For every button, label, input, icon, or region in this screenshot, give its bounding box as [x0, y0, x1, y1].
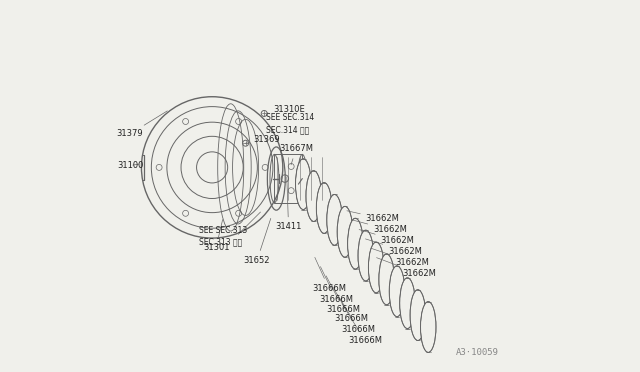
- Text: 31652: 31652: [244, 218, 271, 265]
- Text: 31662M: 31662M: [365, 239, 422, 256]
- Text: 31411: 31411: [275, 177, 301, 231]
- Text: 31301: 31301: [203, 219, 229, 252]
- Text: 31310E: 31310E: [267, 105, 305, 114]
- Ellipse shape: [420, 302, 436, 352]
- Text: 31369: 31369: [246, 135, 280, 144]
- Text: 31666M: 31666M: [342, 304, 382, 345]
- Ellipse shape: [337, 206, 353, 257]
- Text: 31662M: 31662M: [376, 258, 436, 278]
- Text: 31666M: 31666M: [337, 294, 376, 334]
- Ellipse shape: [348, 218, 363, 269]
- Ellipse shape: [330, 196, 339, 244]
- Ellipse shape: [296, 159, 311, 209]
- Text: 31666M: 31666M: [332, 285, 368, 323]
- Ellipse shape: [381, 255, 392, 304]
- Ellipse shape: [400, 278, 415, 328]
- Ellipse shape: [369, 242, 384, 293]
- Text: A3·10059: A3·10059: [456, 348, 499, 357]
- Ellipse shape: [298, 160, 308, 208]
- Ellipse shape: [351, 219, 360, 268]
- Ellipse shape: [410, 290, 426, 340]
- Ellipse shape: [371, 243, 381, 292]
- Text: 31662M: 31662M: [353, 220, 407, 234]
- Ellipse shape: [424, 303, 433, 351]
- Ellipse shape: [327, 195, 342, 245]
- Text: 31379: 31379: [116, 111, 167, 138]
- Text: 31100: 31100: [117, 161, 143, 170]
- Text: 31666M: 31666M: [326, 276, 361, 314]
- Ellipse shape: [316, 183, 332, 233]
- Ellipse shape: [340, 208, 350, 256]
- Text: SEE SEC.313
SEC.313 参照: SEE SEC.313 SEC.313 参照: [199, 226, 247, 247]
- Text: 31667M: 31667M: [279, 144, 313, 165]
- Text: 31666M: 31666M: [319, 267, 353, 304]
- Ellipse shape: [319, 184, 329, 232]
- Text: SEE SEC.314
SEC.314 参照: SEE SEC.314 SEC.314 参照: [266, 113, 314, 134]
- Text: 31662M: 31662M: [359, 230, 415, 245]
- Ellipse shape: [389, 266, 404, 317]
- Text: 31662M: 31662M: [371, 248, 429, 267]
- Ellipse shape: [392, 267, 402, 315]
- Ellipse shape: [379, 254, 394, 305]
- Ellipse shape: [306, 171, 321, 221]
- Text: 31666M: 31666M: [312, 257, 346, 293]
- Ellipse shape: [403, 279, 412, 327]
- Ellipse shape: [358, 230, 374, 281]
- Ellipse shape: [309, 172, 319, 220]
- Ellipse shape: [361, 231, 371, 280]
- Ellipse shape: [413, 291, 422, 339]
- Text: 31662M: 31662M: [347, 211, 399, 223]
